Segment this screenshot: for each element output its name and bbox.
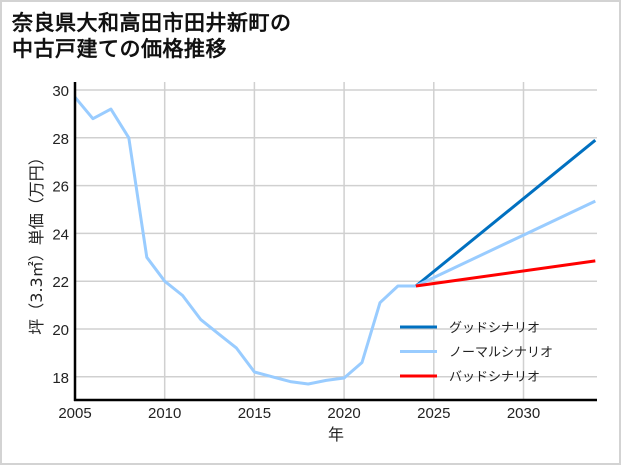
- x-tick-label: 2010: [148, 405, 181, 422]
- chart-title-line2: 中古戸建ての価格推移: [12, 37, 227, 61]
- y-tick-label: 30: [52, 83, 69, 100]
- x-tick-label: 2030: [507, 405, 540, 422]
- tick-labels: 2005 2010 2015 2020 2025 2030 18 20 22 24 26 28 30: [52, 83, 540, 422]
- chart-title: 奈良県大和高田市田井新町の 中古戸建ての価格推移: [12, 10, 292, 62]
- y-axis-label: 坪（3.3㎡）単価（万円）: [27, 149, 46, 334]
- legend-label: グッドシナリオ: [449, 321, 540, 336]
- data-lines: [73, 96, 597, 386]
- axes: [73, 82, 597, 402]
- y-tick-label: 18: [52, 370, 69, 387]
- gridlines: [75, 82, 597, 400]
- y-tick-label: 24: [52, 226, 69, 243]
- x-tick-label: 2025: [417, 405, 450, 422]
- chart-title-line1: 奈良県大和高田市田井新町の: [12, 11, 292, 35]
- series-line: [415, 199, 596, 288]
- series-line: [414, 139, 597, 288]
- x-tick-label: 2015: [238, 405, 271, 422]
- series-line: [415, 259, 596, 288]
- legend-label: バッドシナリオ: [449, 370, 540, 385]
- y-tick-label: 22: [52, 274, 69, 291]
- legend-label: ノーマルシナリオ: [449, 346, 553, 361]
- x-tick-label: 2005: [58, 405, 91, 422]
- x-axis-label: 年: [328, 425, 344, 444]
- y-tick-label: 28: [52, 131, 69, 148]
- y-tick-label: 20: [52, 322, 69, 339]
- x-tick-label: 2020: [327, 405, 360, 422]
- series-line: [73, 96, 416, 386]
- y-tick-label: 26: [52, 179, 69, 196]
